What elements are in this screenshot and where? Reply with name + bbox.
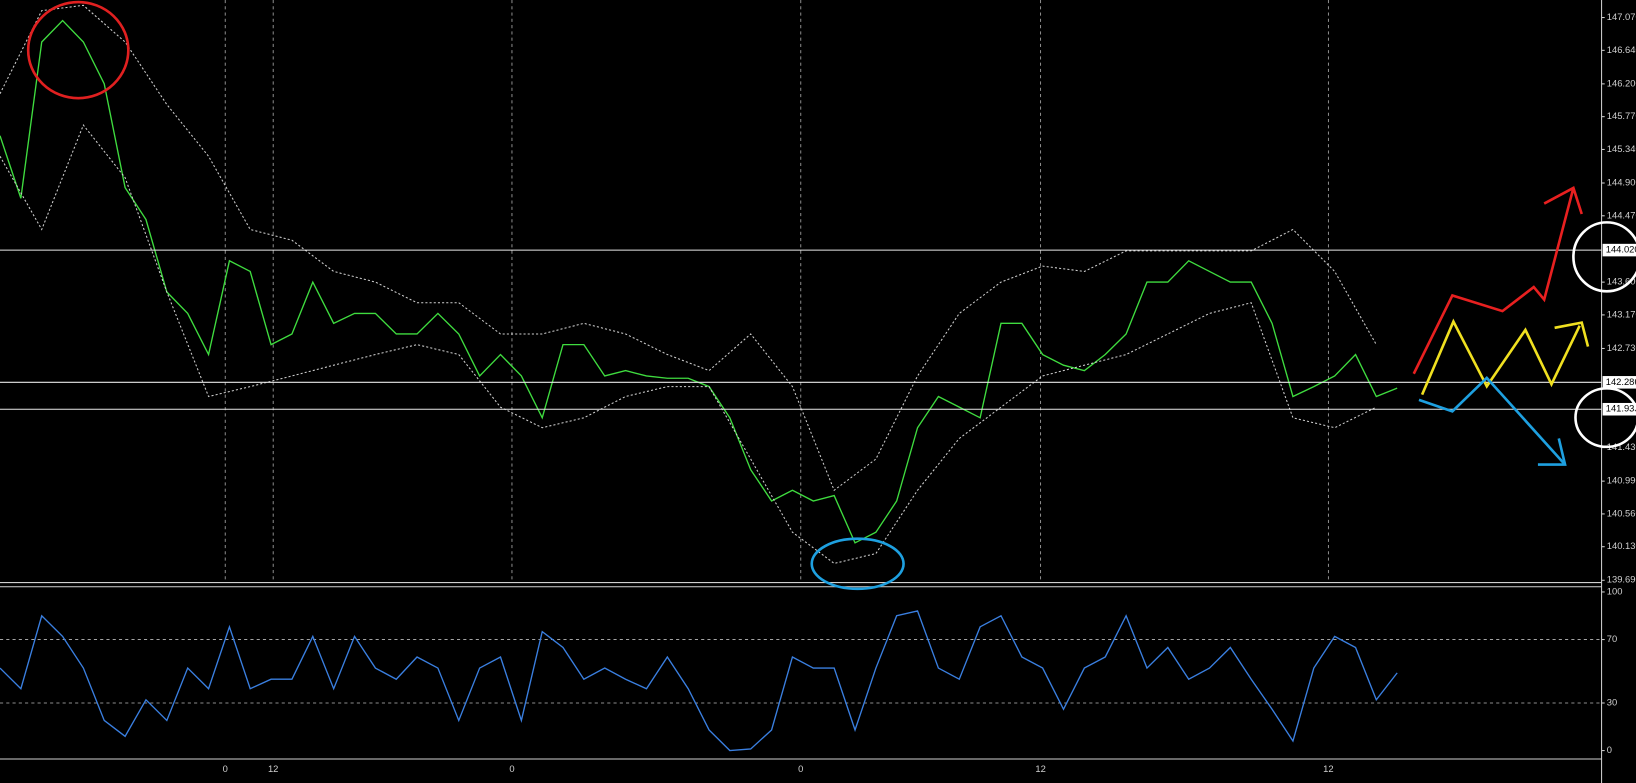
annotation-arrow: [1412, 187, 1575, 375]
annotation-arrowhead: [1554, 321, 1590, 347]
y-tick-label: 141.430: [1607, 441, 1636, 452]
y-tick-label: 142.730: [1607, 342, 1636, 353]
annotation-circle: [1572, 221, 1636, 293]
annotation-arrowhead: [1543, 186, 1583, 215]
y-tick-label: 139.690: [1607, 574, 1636, 585]
level-label: 144.020: [1606, 244, 1636, 255]
y-tick-label: 0: [1607, 744, 1612, 755]
annotation-circle: [26, 0, 130, 100]
y-tick-label: 140.990: [1607, 475, 1636, 486]
level-label-box: [1602, 243, 1636, 257]
x-tick-label: 0: [223, 763, 228, 774]
y-tick-label: 147.070: [1607, 11, 1636, 22]
y-tick-label: 140.560: [1607, 507, 1636, 518]
band-line: [0, 124, 1377, 565]
y-tick-label: 143.170: [1607, 308, 1636, 319]
level-label: 141.933: [1606, 403, 1636, 414]
annotations: [26, 0, 1636, 591]
y-tick-label: 70: [1607, 633, 1617, 644]
x-tick-label: 0: [798, 763, 803, 774]
x-tick-label: 12: [1035, 763, 1045, 774]
band-line: [0, 4, 1377, 492]
x-tick-label: 12: [268, 763, 278, 774]
level-label-box: [1602, 402, 1636, 416]
annotation-circle: [1574, 387, 1636, 449]
y-tick-label: 146.200: [1607, 77, 1636, 88]
y-tick-label: 100: [1607, 585, 1623, 596]
y-tick-label: 140.130: [1607, 540, 1636, 551]
annotation-arrow: [1420, 318, 1581, 396]
annotation-circle: [810, 537, 905, 591]
y-tick-label: 30: [1607, 696, 1617, 707]
annotation-arrowhead: [1537, 438, 1567, 466]
level-label-box: [1602, 376, 1636, 389]
y-tick-label: 144.470: [1607, 209, 1636, 220]
x-tick-label: 0: [509, 763, 514, 774]
y-tick-label: 146.640: [1607, 44, 1636, 55]
series-line: [0, 610, 1398, 752]
y-tick-label: 143.600: [1607, 276, 1636, 287]
y-tick-label: 145.770: [1607, 110, 1636, 121]
x-tick-label: 12: [1323, 763, 1333, 774]
y-tick-label: 145.340: [1607, 143, 1636, 154]
level-label: 142.286: [1606, 376, 1636, 387]
y-tick-label: 144.900: [1607, 176, 1636, 187]
annotation-arrow: [1418, 376, 1567, 466]
